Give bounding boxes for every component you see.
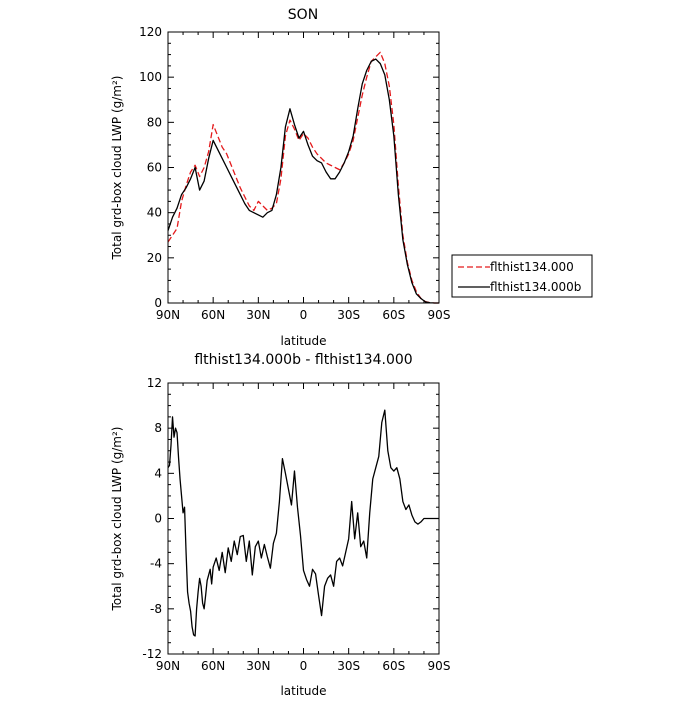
top-chart-ticks — [167, 31, 440, 304]
y-tick-label: 4 — [154, 466, 162, 480]
y-tick-label: 20 — [147, 251, 162, 265]
bottom-chart-ylabel: Total grd-box cloud LWP (g/m²) — [110, 427, 124, 612]
legend-label-series-2: flthist134.000b — [490, 280, 581, 294]
x-tick-label: 90N — [156, 659, 180, 673]
y-tick-label: 120 — [139, 25, 162, 39]
y-tick-label: -12 — [142, 647, 162, 661]
legend-box — [451, 254, 593, 298]
top-chart-xlabel: latitude — [280, 334, 326, 348]
legend: flthist134.000 flthist134.000b — [451, 254, 593, 298]
x-tick-label: 60S — [382, 659, 405, 673]
bottom-chart-tick-labels: 90N 60N 30N 0 30S 60S 90S -12 -8 -4 0 4 8 12 — [142, 376, 450, 673]
x-tick-label: 30S — [337, 308, 360, 322]
y-tick-label: 0 — [154, 512, 162, 526]
top-chart-frame — [167, 31, 440, 304]
x-tick-label: 90S — [428, 659, 451, 673]
bottom-chart-xlabel: latitude — [280, 684, 326, 698]
x-tick-label: 60S — [382, 308, 405, 322]
top-chart-tick-labels: 90N 60N 30N 0 30S 60S 90S 0 20 40 60 80 100 120 — [139, 25, 450, 322]
x-tick-label: 90N — [156, 308, 180, 322]
legend-label-series-1: flthist134.000 — [490, 260, 574, 274]
bottom-chart: flthist134.000b - flthist134.000 90N 60N 3… — [110, 352, 450, 698]
x-tick-label: 0 — [300, 308, 308, 322]
x-tick-label: 30N — [246, 308, 270, 322]
y-tick-label: 100 — [139, 70, 162, 84]
y-tick-label: 12 — [147, 376, 162, 390]
bottom-chart-frame — [167, 382, 440, 655]
y-tick-label: 80 — [147, 115, 162, 129]
y-tick-label: -4 — [150, 557, 162, 571]
x-tick-label: 0 — [300, 659, 308, 673]
y-tick-label: -8 — [150, 602, 162, 616]
top-chart-title: SON — [288, 7, 318, 23]
x-tick-label: 60N — [201, 659, 225, 673]
y-tick-label: 60 — [147, 161, 162, 175]
top-chart-ylabel: Total grd-box cloud LWP (g/m²) — [110, 76, 124, 261]
series-line-1 — [167, 51, 439, 304]
x-tick-label: 30S — [337, 659, 360, 673]
series-line-2 — [167, 58, 439, 304]
bottom-chart-ticks — [167, 382, 440, 655]
y-tick-label: 8 — [154, 421, 162, 435]
bottom-chart-title: flthist134.000b - flthist134.000 — [194, 352, 412, 368]
top-chart-series — [167, 51, 439, 304]
y-tick-label: 0 — [154, 296, 162, 310]
top-chart: SON 90N 60N 30N 0 30S 60S 90S 0 20 40 60 80 100 120 l… — [110, 7, 593, 348]
x-tick-label: 60N — [201, 308, 225, 322]
y-tick-label: 40 — [147, 206, 162, 220]
series-line-1 — [167, 409, 439, 637]
x-tick-label: 90S — [428, 308, 451, 322]
bottom-chart-series — [167, 409, 439, 637]
x-tick-label: 30N — [246, 659, 270, 673]
